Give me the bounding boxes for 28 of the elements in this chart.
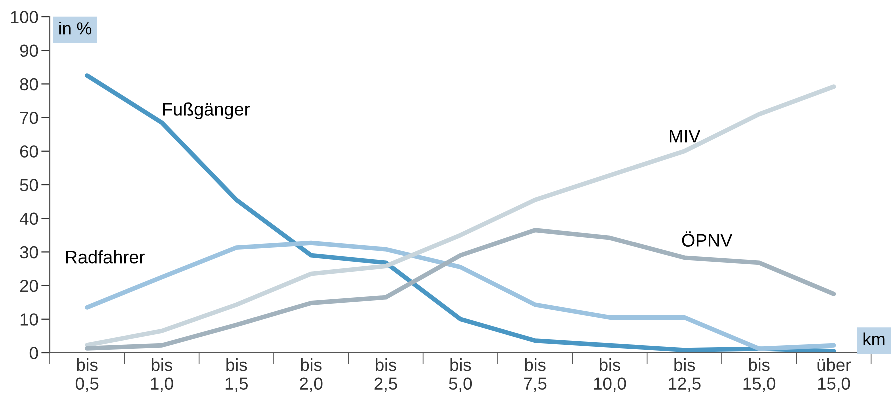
x-tick-label: bis 2,0 xyxy=(300,358,323,392)
x-tick-label: bis 12,5 xyxy=(669,358,701,392)
x-tick-label: bis 15,0 xyxy=(744,358,776,392)
y-tick-label: 30 xyxy=(20,246,38,259)
x-tick-label: über 15,0 xyxy=(818,358,852,392)
x-tick-label: bis 10,0 xyxy=(594,358,626,392)
y-tick-label: 70 xyxy=(20,112,38,124)
x-tick-label: bis 7,5 xyxy=(524,358,547,392)
y-axis-title: in % xyxy=(60,22,92,35)
x-tick-label: bis 5,0 xyxy=(449,358,472,392)
y-tick-label: 40 xyxy=(20,212,38,226)
y-tick-label: 0 xyxy=(30,347,38,360)
y-tick-label: 60 xyxy=(20,146,38,158)
x-axis-title: km xyxy=(864,332,885,346)
x-tick-label: bis 0,5 xyxy=(76,358,99,392)
series-label: Fußgänger xyxy=(163,102,250,120)
x-tick-label: bis 1,5 xyxy=(226,358,248,392)
y-tick-label: 50 xyxy=(20,179,38,192)
x-tick-label: bis 2,5 xyxy=(374,358,398,392)
y-tick-label: 100 xyxy=(11,11,38,24)
y-tick-label: 20 xyxy=(20,280,38,292)
y-tick-label: 10 xyxy=(20,314,38,326)
series-label: MIV xyxy=(670,130,701,143)
series-label: Radfahrer xyxy=(66,250,145,264)
y-tick-label: 90 xyxy=(20,44,38,58)
y-tick-label: 80 xyxy=(20,78,38,91)
x-tick-label: bis 1,0 xyxy=(151,358,174,392)
series-label: ÖPNV xyxy=(682,232,733,247)
